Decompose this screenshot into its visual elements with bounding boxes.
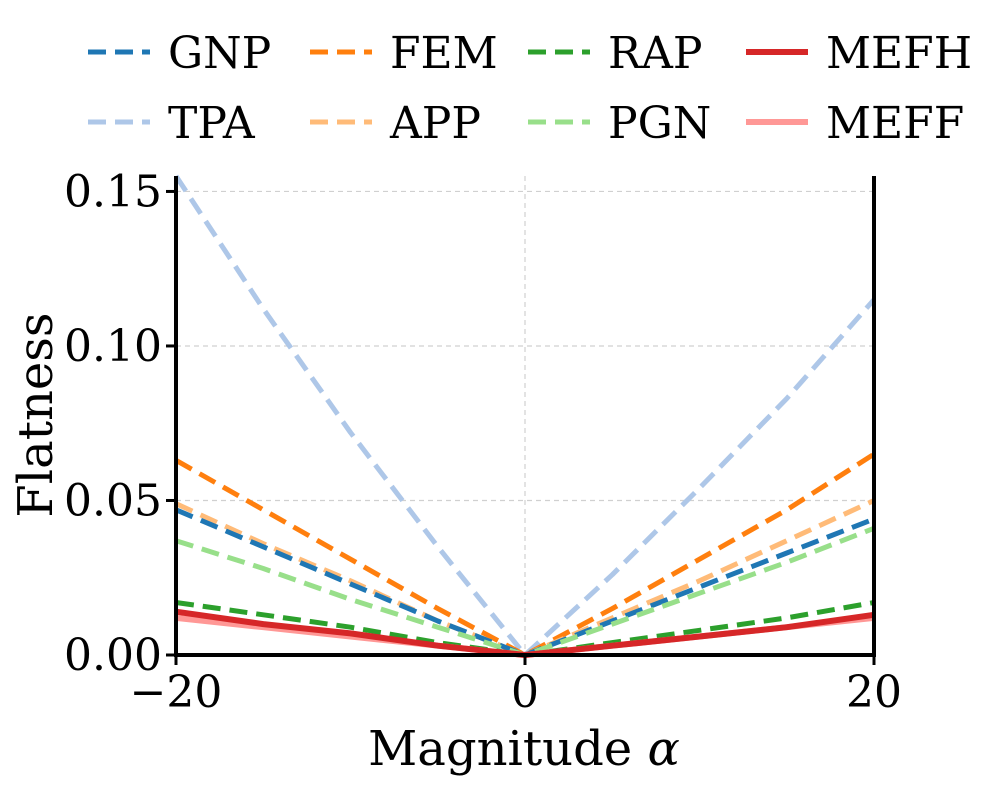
x-axis-label: Magnitude α [368,721,680,777]
legend-label-app: APP [389,98,481,149]
x-tick-label: 0 [511,667,539,718]
legend-label-fem: FEM [390,28,498,79]
legend-label-pgn: PGN [608,98,711,149]
y-tick-label: 0.15 [64,166,162,217]
y-axis-label: Flatness [8,312,64,517]
y-tick-label: 0.10 [64,321,162,372]
axes: 0.00 0.05 0.10 0.15 −20 0 20 [64,166,902,718]
x-tick-label: 20 [846,667,902,718]
x-axis-label-text: Magnitude [368,721,632,777]
legend: GNP FEM RAP MEFH TPA APP PGN MEFF [88,28,972,149]
legend-label-gnp: GNP [168,28,271,79]
legend-label-rap: RAP [608,28,703,79]
x-axis-label-symbol: α [647,721,679,777]
legend-label-mefh: MEFH [826,28,972,79]
series-line-fem [174,451,876,658]
legend-label-meff: MEFF [826,98,964,149]
x-tick-label: −20 [130,667,223,718]
grid-lines [176,176,874,655]
y-tick-label: 0.05 [64,475,162,526]
y-tick-label: 0.00 [64,630,162,681]
legend-label-tpa: TPA [168,98,256,149]
